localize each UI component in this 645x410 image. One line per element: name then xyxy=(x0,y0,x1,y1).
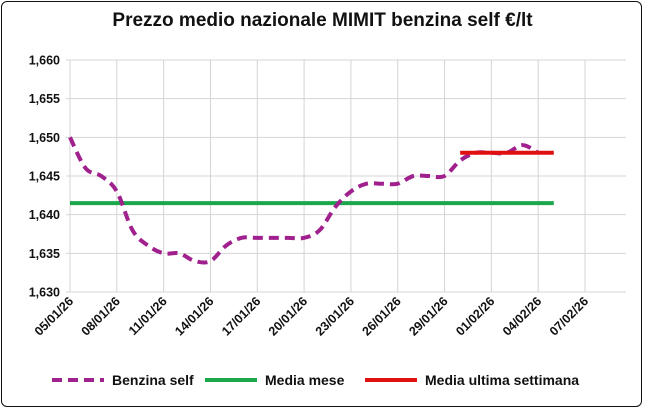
legend-swatch-solid xyxy=(205,378,257,382)
x-tick-label: 01/02/26 xyxy=(453,294,497,338)
y-tick-label: 1,635 xyxy=(29,247,60,261)
legend-label: Media mese xyxy=(265,372,345,388)
x-tick-label: 07/02/26 xyxy=(547,294,591,338)
y-tick-label: 1,660 xyxy=(29,54,60,68)
x-tick-label: 04/02/26 xyxy=(500,294,544,338)
x-tick-label: 29/01/26 xyxy=(406,294,450,338)
x-tick-label: 20/01/26 xyxy=(266,294,310,338)
x-tick-label: 14/01/26 xyxy=(172,294,216,338)
legend-swatch-dashed xyxy=(52,378,104,382)
chart-title: Prezzo medio nazionale MIMIT benzina sel… xyxy=(112,10,533,31)
legend: Benzina self Media mese Media ultima set… xyxy=(0,372,645,394)
y-tick-label: 1,655 xyxy=(29,92,60,106)
legend-swatch-solid xyxy=(365,378,417,382)
x-tick-label: 26/01/26 xyxy=(360,294,404,338)
y-tick-label: 1,630 xyxy=(29,286,60,300)
x-axis-ticks: 05/01/26 08/01/26 11/01/26 14/01/26 17/01/26… xyxy=(32,294,591,338)
x-tick-label: 08/01/26 xyxy=(79,294,123,338)
x-tick-label: 23/01/26 xyxy=(313,294,357,338)
legend-label: Benzina self xyxy=(112,372,194,388)
x-tick-label: 11/01/26 xyxy=(126,294,170,338)
legend-item-benzina-self: Benzina self xyxy=(52,372,194,388)
legend-item-media-mese: Media mese xyxy=(205,372,344,388)
y-tick-label: 1,640 xyxy=(29,208,60,222)
legend-item-media-ultima-settimana: Media ultima settimana xyxy=(365,372,579,388)
gridlines xyxy=(66,59,626,293)
series-lines xyxy=(68,136,554,265)
x-tick-label: 17/01/26 xyxy=(219,294,263,338)
series-line-benzina-self xyxy=(68,136,540,265)
y-tick-label: 1,645 xyxy=(29,170,60,184)
x-tick-label: 05/01/26 xyxy=(32,294,76,338)
y-axis-ticks: 1,630 1,635 1,640 1,645 1,650 1,655 1,660 xyxy=(29,54,60,300)
legend-label: Media ultima settimana xyxy=(425,372,580,388)
y-tick-label: 1,650 xyxy=(29,131,60,145)
